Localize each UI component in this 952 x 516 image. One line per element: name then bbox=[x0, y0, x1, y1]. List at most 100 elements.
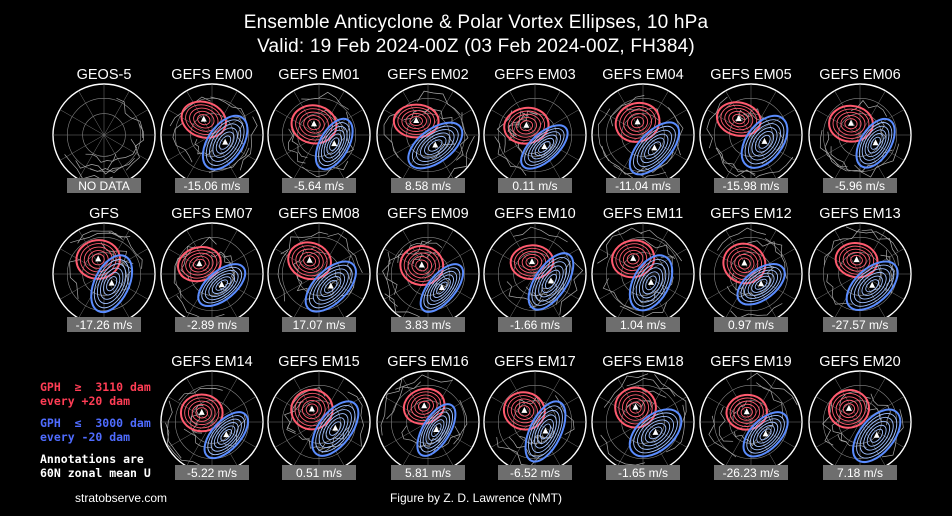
legend-vortex: GPH ≤ 3000 dam every -20 dam bbox=[40, 416, 151, 444]
polar-map bbox=[52, 83, 156, 187]
panel-gefs-em15: GEFS EM15 0.51 m/s bbox=[267, 354, 371, 480]
label-box bbox=[498, 465, 572, 480]
panel-title: GEFS EM12 bbox=[710, 206, 791, 222]
zonal-wind-label: 0.51 m/s bbox=[296, 466, 342, 480]
panel-title: GEFS EM10 bbox=[494, 206, 575, 222]
vortex-ellipses bbox=[628, 254, 674, 312]
panel-title: GEFS EM02 bbox=[387, 67, 468, 83]
vortex-ellipses bbox=[520, 124, 569, 170]
label-box bbox=[714, 178, 788, 193]
panel-title: GEFS EM16 bbox=[387, 354, 468, 370]
label-box bbox=[823, 465, 897, 480]
panel-title: GEFS EM15 bbox=[278, 354, 359, 370]
label-box bbox=[391, 178, 465, 193]
vortex-ellipses bbox=[201, 114, 249, 171]
anticyclone-ellipses bbox=[715, 101, 762, 137]
chart-subtitle: Valid: 19 Feb 2024-00Z (03 Feb 2024-00Z,… bbox=[257, 36, 695, 57]
zonal-wind-label: -27.57 m/s bbox=[832, 318, 889, 332]
panel-title: GEFS EM03 bbox=[494, 67, 575, 83]
label-box bbox=[498, 317, 572, 332]
label-box bbox=[282, 178, 356, 193]
zonal-wind-label: -1.66 m/s bbox=[510, 318, 560, 332]
panel-title: GEFS EM01 bbox=[278, 67, 359, 83]
anticyclone-ellipses bbox=[722, 242, 767, 285]
polar-map bbox=[808, 83, 912, 187]
legend-blue-line2: every -20 dam bbox=[40, 430, 131, 444]
label-box bbox=[714, 465, 788, 480]
panel-title: GEFS EM07 bbox=[171, 206, 252, 222]
zonal-wind-label: 8.58 m/s bbox=[405, 179, 451, 193]
legend-note-line1: Annotations are bbox=[40, 452, 144, 466]
vortex-ellipses bbox=[304, 260, 357, 313]
label-box bbox=[391, 317, 465, 332]
zonal-wind-label: -15.98 m/s bbox=[723, 179, 780, 193]
vortex-ellipses bbox=[416, 403, 457, 457]
zonal-wind-label: 5.81 m/s bbox=[405, 466, 451, 480]
label-box bbox=[175, 465, 249, 480]
label-box bbox=[282, 317, 356, 332]
vortex-ellipses bbox=[311, 400, 360, 457]
zonal-wind-label: -6.52 m/s bbox=[510, 466, 560, 480]
panel-gefs-em09: GEFS EM09 3.83 m/s bbox=[376, 206, 480, 332]
panel-gefs-em03: GEFS EM03 0.11 m/s bbox=[483, 67, 587, 193]
legend-annotation-note: Annotations are 60N zonal mean U bbox=[40, 452, 151, 480]
panel-title: GFS bbox=[89, 206, 119, 222]
legend-note-line2: 60N zonal mean U bbox=[40, 466, 151, 480]
legend-blue-line1: GPH ≤ 3000 dam bbox=[40, 416, 151, 430]
anticyclone-ellipses bbox=[614, 386, 657, 429]
zonal-wind-label: 1.04 m/s bbox=[620, 318, 666, 332]
footer-credit: Figure by Z. D. Lawrence (NMT) bbox=[389, 491, 563, 505]
panel-gefs-em10: GEFS EM10 -1.66 m/s bbox=[483, 206, 587, 332]
panel-title: GEFS EM04 bbox=[602, 67, 683, 83]
label-box bbox=[606, 465, 680, 480]
panel-gefs-em17: GEFS EM17 -6.52 m/s bbox=[483, 354, 587, 480]
panel-gefs-em01: GEFS EM01 -5.64 m/s bbox=[267, 67, 371, 193]
panel-title: GEFS EM17 bbox=[494, 354, 575, 370]
anticyclone-ellipses bbox=[725, 393, 768, 431]
polar-map bbox=[483, 83, 587, 187]
zonal-wind-label: -5.96 m/s bbox=[835, 179, 885, 193]
panel-title: GEFS EM14 bbox=[171, 354, 252, 370]
panel-gefs-em05: GEFS EM05 -15.98 m/s bbox=[699, 67, 803, 193]
zonal-wind-label: -5.22 m/s bbox=[187, 466, 237, 480]
anticyclone-ellipses bbox=[392, 103, 440, 139]
label-box bbox=[606, 178, 680, 193]
panel-title: GEFS EM18 bbox=[602, 354, 683, 370]
vortex-ellipses bbox=[203, 411, 249, 460]
polar-map bbox=[160, 370, 264, 474]
legend-anticyclone: GPH ≥ 3110 dam every +20 dam bbox=[40, 380, 151, 408]
panel-gefs-em19: GEFS EM19 -26.23 m/s bbox=[699, 354, 803, 480]
label-box bbox=[175, 317, 249, 332]
label-box bbox=[282, 465, 356, 480]
panel-gefs-em16: GEFS EM16 5.81 m/s bbox=[376, 354, 480, 480]
panel-gefs-em02: GEFS EM02 8.58 m/s bbox=[376, 67, 480, 193]
panel-gefs-em07: GEFS EM07 -2.89 m/s bbox=[160, 206, 264, 332]
panel-gefs-em20: GEFS EM20 7.18 m/s bbox=[808, 354, 912, 480]
panel-title: GEFS EM11 bbox=[603, 206, 683, 222]
label-box bbox=[498, 178, 572, 193]
panel-gefs-em12: GEFS EM12 0.97 m/s bbox=[699, 206, 803, 332]
legend-red-line1: GPH ≥ 3110 dam bbox=[40, 380, 151, 394]
vortex-ellipses bbox=[314, 117, 354, 171]
label-box bbox=[606, 317, 680, 332]
panel-title: GEFS EM20 bbox=[819, 354, 900, 370]
zonal-wind-label: 3.83 m/s bbox=[405, 318, 451, 332]
panel-title: GEFS EM13 bbox=[819, 206, 900, 222]
label-box bbox=[67, 317, 141, 332]
anticyclone-ellipses bbox=[828, 104, 874, 143]
panel-gefs-em00: GEFS EM00 -15.06 m/s bbox=[160, 67, 264, 193]
panel-gefs-em18: GEFS EM18 -1.65 m/s bbox=[591, 354, 695, 480]
panel-gefs-em14: GEFS EM14 -5.22 m/s bbox=[160, 354, 264, 480]
zonal-wind-label: -15.06 m/s bbox=[184, 179, 241, 193]
vortex-ellipses bbox=[628, 408, 683, 458]
footer-website[interactable]: stratobserve.com bbox=[75, 491, 168, 505]
panel-gefs-em06: GEFS EM06 -5.96 m/s bbox=[808, 67, 912, 193]
anticyclone-ellipses bbox=[179, 393, 224, 433]
vortex-ellipses bbox=[852, 408, 902, 463]
vortex-ellipses bbox=[524, 400, 567, 463]
zonal-wind-label: -2.89 m/s bbox=[187, 318, 237, 332]
vortex-ellipses bbox=[419, 263, 465, 313]
label-box bbox=[67, 178, 141, 193]
polar-map bbox=[808, 370, 912, 474]
